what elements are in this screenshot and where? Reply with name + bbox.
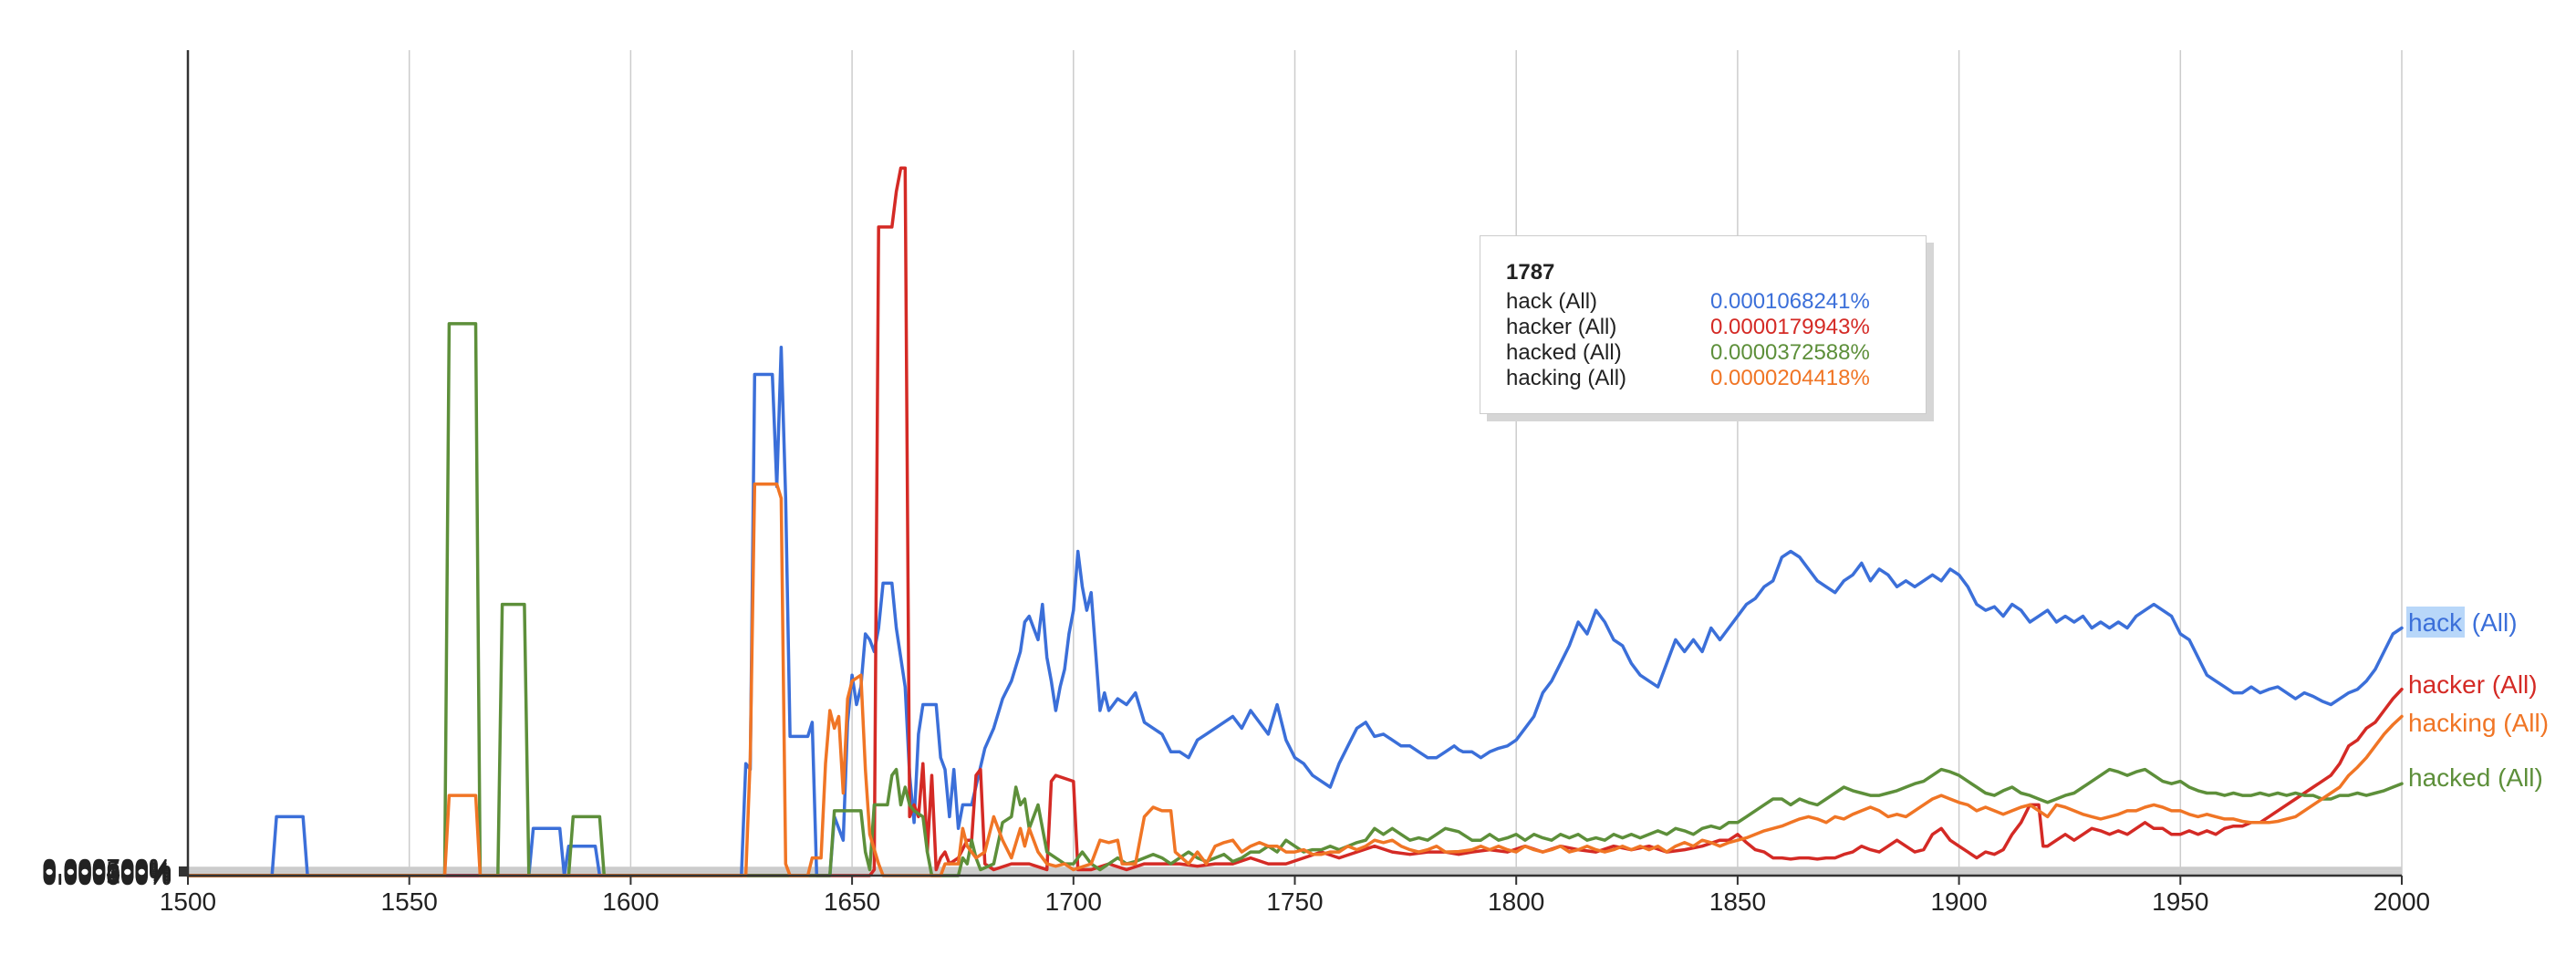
legend-hacking[interactable]: hacking (All) <box>2408 709 2549 737</box>
legend-hacked[interactable]: hacked (All) <box>2408 763 2543 792</box>
tooltip-row-hacking: hacking (All) 0.0000204418% <box>1506 366 1926 391</box>
tooltip-series-value: 0.0000204418% <box>1710 366 1870 390</box>
series-lines <box>186 166 2404 877</box>
legend-hack-suffix[interactable]: (All) <box>2465 608 2518 637</box>
tooltip-series-name: hacked (All) <box>1506 340 1622 365</box>
x-axis-ticks: 1500 1550 1600 1650 1700 1750 1800 1850 1900 1950… <box>160 876 2430 916</box>
legend-hacker[interactable]: hacker (All) <box>2408 670 2538 699</box>
tooltip-row-hacked: hacked (All) 0.0000372588% <box>1506 340 1926 366</box>
y-tick-label: 0.000700% <box>42 854 171 882</box>
line-end-legend: hack (All) hacker (All) hacking (All) ha… <box>2406 607 2549 792</box>
series-line-hack[interactable] <box>186 346 2404 877</box>
series-line-hacked[interactable] <box>186 322 2404 877</box>
series-line-hacker[interactable] <box>186 166 2404 877</box>
tooltip-series-value: 0.0000179943% <box>1710 315 1870 339</box>
tooltip-year: 1787 <box>1506 260 1555 285</box>
tooltip-row-hack: hack (All) 0.0001068241% <box>1506 289 1926 315</box>
tooltip-series-name: hacking (All) <box>1506 366 1627 390</box>
y-tick-label: 0.000500% <box>42 856 171 885</box>
legend-hack-word[interactable]: hack <box>2408 608 2463 637</box>
x-tick-label: 1850 <box>1709 887 1766 916</box>
tooltip-series-name: hacker (All) <box>1506 315 1617 339</box>
x-tick-label: 1750 <box>1266 887 1323 916</box>
tooltip-series-name: hack (All) <box>1506 289 1598 314</box>
x-tick-label: 1950 <box>2152 887 2208 916</box>
x-tick-label: 1650 <box>824 887 880 916</box>
x-tick-label: 1900 <box>1930 887 1987 916</box>
legend-hack-highlight <box>2406 607 2465 638</box>
x-tick-label: 1800 <box>1488 887 1544 916</box>
y-tick-label: 0.000000% <box>42 862 171 890</box>
y-tick-label: 0.000200% <box>42 859 171 887</box>
y-tick-label: 0.000400% <box>42 857 171 886</box>
x-tick-label: 1700 <box>1045 887 1102 916</box>
series-line-hacking[interactable] <box>186 482 2404 877</box>
y-axis-ticks: 0.000000%0.000100%0.000200%0.000300%0.00… <box>42 854 188 890</box>
y-tick-label: 0.000600% <box>42 855 171 883</box>
y-tick-label: 0.000300% <box>42 858 171 887</box>
tooltip-row-hacker: hacker (All) 0.0000179943% <box>1506 315 1926 340</box>
gridlines <box>188 50 2403 876</box>
tooltip-series-value: 0.0001068241% <box>1710 289 1870 314</box>
tooltip-series-value: 0.0000372588% <box>1710 340 1870 365</box>
x-tick-label: 2000 <box>2373 887 2430 916</box>
x-tick-label: 1550 <box>381 887 438 916</box>
hover-tooltip: 1787 hack (All) 0.0001068241% hacker (Al… <box>1480 235 1927 414</box>
x-tick-label: 1500 <box>160 887 216 916</box>
y-tick-label: 0.000100% <box>42 861 171 889</box>
x-tick-label: 1600 <box>602 887 659 916</box>
